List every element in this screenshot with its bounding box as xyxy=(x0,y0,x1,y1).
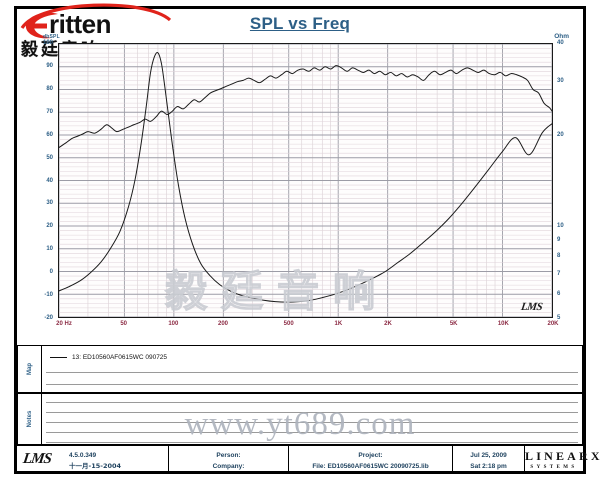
y-axis-left-label: dbSPL xyxy=(43,34,60,40)
y-tick-left: 80 xyxy=(46,85,53,92)
y-tick-left: 20 xyxy=(46,223,53,230)
y-tick-left: 60 xyxy=(46,131,53,138)
plot-block: dbSPL Ohm LMS 100 90 80 70 60 50 40 30 20 10 0 -10-… xyxy=(17,33,583,336)
footer-app-cell: LMS 4.5.0.349 十一月-15-2004 xyxy=(17,446,169,472)
map-panel-label-col: Map xyxy=(18,346,42,392)
footer-project-cell: Project: File: ED10560AF0615WC 20090725.… xyxy=(289,446,453,472)
footer-date: Jul 25, 2009 xyxy=(470,452,507,459)
y-tick-left: -20 xyxy=(44,315,53,321)
y-axis-right-label: Ohm xyxy=(554,33,569,40)
app-version: 4.5.0.349 xyxy=(69,452,97,459)
map-panel-body: 13: ED10560AF0615WC 090725 xyxy=(42,346,582,392)
footer-bar: LMS 4.5.0.349 十一月-15-2004 Person: Compan… xyxy=(17,445,600,472)
y-tick-left: 100 xyxy=(42,40,53,46)
x-tick: 500 xyxy=(283,321,294,327)
y-tick-right: 6 xyxy=(557,290,561,297)
footer-date-cell: Jul 25, 2009 Sat 2:18 pm xyxy=(453,446,525,472)
y-tick-left: 0 xyxy=(49,269,53,276)
project-label: Project: xyxy=(358,452,383,459)
person-company-block: Person: Company: xyxy=(169,450,288,472)
plot-curves xyxy=(59,52,552,303)
vendor-sub: SYSTEMS xyxy=(530,465,578,470)
y-tick-right: 10 xyxy=(557,223,564,230)
x-axis-unit: Hz xyxy=(64,321,72,327)
y-tick-left: 10 xyxy=(46,246,53,253)
legend-swatch-icon xyxy=(50,357,67,358)
date-time-block: Jul 25, 2009 Sat 2:18 pm xyxy=(453,450,524,472)
company-label: Company: xyxy=(212,463,245,471)
page-title: SPL vs Freq xyxy=(249,14,351,33)
x-tick: 2K xyxy=(384,321,392,327)
y-tick-left: 40 xyxy=(46,177,53,184)
y-tick-right: 5 xyxy=(557,315,561,321)
person-label: Person: xyxy=(216,452,241,459)
lms-logo: LMS xyxy=(21,451,53,467)
x-tick: 5K xyxy=(449,321,458,327)
x-tick: 1K xyxy=(334,321,343,327)
y-tick-right: 7 xyxy=(557,270,561,277)
y-tick-left: -10 xyxy=(44,292,53,299)
project-file-block: Project: File: ED10560AF0615WC 20090725.… xyxy=(289,450,452,472)
y-tick-left: 50 xyxy=(46,154,53,161)
notes-panel-label-col: Notes xyxy=(18,394,42,444)
x-tick: 20K xyxy=(547,321,559,327)
y-tick-left: 90 xyxy=(46,62,53,69)
x-tick: 20 Hz xyxy=(56,321,72,327)
footer-vendor-cell: LINEARX SYSTEMS xyxy=(525,446,600,472)
file-label: File: ED10560AF0615WC 20090725.lib xyxy=(312,463,429,471)
notes-panel: Notes xyxy=(17,393,583,445)
legend-item[interactable]: 13: ED10560AF0615WC 090725 xyxy=(50,354,167,361)
notes-label: Notes xyxy=(26,410,33,428)
plot-grid xyxy=(59,44,552,317)
map-label: Map xyxy=(26,363,33,375)
x-tick: 10K xyxy=(497,321,509,327)
legend-label: 13: ED10560AF0615WC 090725 xyxy=(72,354,168,361)
lms-plot-watermark: LMS xyxy=(520,301,543,313)
vendor-name: LINEARX xyxy=(525,449,600,463)
footer-person-cell: Person: Company: xyxy=(169,446,289,472)
y-tick-right: 8 xyxy=(557,252,561,259)
app-build-date: 十一月-15-2004 xyxy=(69,462,122,471)
plot-area: LMS xyxy=(58,43,553,318)
y-tick-right: 9 xyxy=(557,237,561,244)
inner-frame xyxy=(16,8,584,472)
x-tick: 100 xyxy=(168,321,179,327)
y-tick-right: 40 xyxy=(557,40,564,46)
y-tick-left: 30 xyxy=(46,200,53,207)
outer-frame xyxy=(14,6,586,474)
y-tick-right: 30 xyxy=(557,78,564,85)
y-tick-right: 20 xyxy=(557,131,564,138)
footer-time: Sat 2:18 pm xyxy=(470,463,507,471)
app-version-block: 4.5.0.349 十一月-15-2004 xyxy=(69,450,121,472)
x-tick: 200 xyxy=(217,321,228,327)
map-panel: Map 13: ED10560AF0615WC 090725 xyxy=(17,345,583,393)
y-tick-left: 70 xyxy=(46,108,53,115)
linearx-logo: LINEARX SYSTEMS xyxy=(525,449,600,470)
x-tick: 50 xyxy=(120,321,127,327)
notes-panel-body[interactable] xyxy=(42,394,582,444)
